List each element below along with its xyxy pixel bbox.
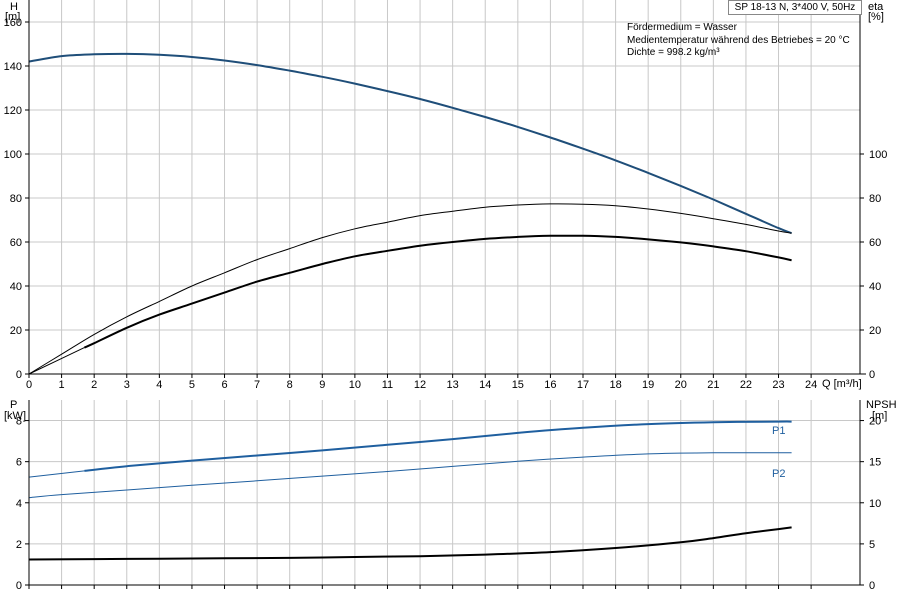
bottom-y-tick-label: 2 <box>16 539 22 551</box>
x-tick-label: 12 <box>414 379 426 391</box>
top-y2-tick-label: 20 <box>869 325 881 337</box>
bottom-y2-tick-label: 10 <box>869 498 881 510</box>
x-tick-label: 1 <box>59 379 65 391</box>
top-y2-tick-label: 0 <box>869 369 875 381</box>
axes-layer: 0 1 2 3 4 5 6 7 8 9 10 11 12 13 14 15 16 17 18 19 20 21 22 23 24… <box>4 0 887 592</box>
top-left-axis-title: H <box>10 1 18 13</box>
top-y-tick-label: 120 <box>4 105 22 117</box>
bottom-y-tick-label: 8 <box>16 416 22 428</box>
x-tick-label: 18 <box>609 379 621 391</box>
x-tick-label: 3 <box>124 379 130 391</box>
x-tick-label: 11 <box>382 379 393 391</box>
labels-layer: H [m] eta [%] Q [m³/h] P [kW] NPSH [m] P… <box>4 1 897 480</box>
top-left-axis-unit: [m] <box>5 11 20 23</box>
top-y2-tick-label: 40 <box>869 281 881 293</box>
top-curve-eta-pump-motor- <box>83 234 792 349</box>
bottom-right-axis-title: NPSH <box>866 399 897 411</box>
x-tick-label: 8 <box>287 379 293 391</box>
bottom-y2-tick-label: 15 <box>869 457 881 469</box>
p2-curve-label: P2 <box>772 468 785 480</box>
curves-layer <box>28 52 792 561</box>
top-right-axis-unit: [%] <box>868 11 884 23</box>
grid-layer <box>28 0 860 586</box>
bottom-y-tick-label: 4 <box>16 498 22 510</box>
info-temperature: Medientemperatur während des Betriebes =… <box>627 35 850 46</box>
bottom-y2-tick-label: 0 <box>869 580 875 592</box>
x-tick-label: 4 <box>156 379 162 391</box>
x-tick-label: 16 <box>544 379 556 391</box>
top-y2-tick-label: 100 <box>869 149 887 161</box>
bottom-curve-p1 <box>84 420 792 472</box>
top-y-tick-label: 40 <box>10 281 22 293</box>
bottom-right-axis-unit: [m] <box>872 410 887 422</box>
x-tick-label: 14 <box>479 379 491 391</box>
top-curve-h <box>28 52 792 235</box>
x-tick-label: 15 <box>512 379 524 391</box>
bottom-y2-tick-label: 20 <box>869 416 881 428</box>
bottom-curve-p1 <box>28 470 85 478</box>
bottom-left-axis-unit: [kW] <box>4 410 26 422</box>
top-right-axis-title: eta <box>868 1 884 13</box>
pump-label: SP 18-13 N, 3*400 V, 50Hz <box>728 0 862 15</box>
bottom-left-axis-title: P <box>10 399 17 411</box>
x-tick-label: 23 <box>772 379 784 391</box>
info-density: Dichte = 998.2 kg/m³ <box>627 47 720 58</box>
top-y-tick-label: 20 <box>10 325 22 337</box>
bottom-curve-npsh <box>28 526 792 561</box>
x-tick-label: 21 <box>707 379 719 391</box>
x-tick-label: 0 <box>26 379 32 391</box>
bottom-y-tick-label: 0 <box>16 580 22 592</box>
top-y-tick-label: 100 <box>4 149 22 161</box>
x-axis-label: Q [m³/h] <box>822 378 862 390</box>
top-curve-aux <box>28 347 85 375</box>
x-tick-label: 13 <box>447 379 459 391</box>
top-y-tick-label: 80 <box>10 193 22 205</box>
bottom-curve-p2 <box>28 452 792 499</box>
x-tick-label: 24 <box>805 379 817 391</box>
x-tick-label: 6 <box>221 379 227 391</box>
top-y-tick-label: 160 <box>4 17 22 29</box>
top-y-tick-label: 140 <box>4 61 22 73</box>
p1-curve-label: P1 <box>772 425 785 437</box>
x-tick-label: 22 <box>740 379 752 391</box>
x-tick-label: 10 <box>349 379 361 391</box>
x-tick-label: 7 <box>254 379 260 391</box>
bottom-y2-tick-label: 5 <box>869 539 875 551</box>
x-tick-label: 20 <box>675 379 687 391</box>
x-tick-label: 19 <box>642 379 654 391</box>
x-tick-label: 5 <box>189 379 195 391</box>
bottom-y-tick-label: 6 <box>16 457 22 469</box>
x-tick-label: 2 <box>91 379 97 391</box>
top-y-tick-label: 60 <box>10 237 22 249</box>
top-curve-eta <box>28 203 792 375</box>
info-medium: Fördermedium = Wasser <box>627 22 737 33</box>
x-tick-label: 17 <box>577 379 589 391</box>
top-y2-tick-label: 60 <box>869 237 881 249</box>
top-y-tick-label: 0 <box>16 369 22 381</box>
x-tick-label: 9 <box>319 379 325 391</box>
top-y2-tick-label: 80 <box>869 193 881 205</box>
